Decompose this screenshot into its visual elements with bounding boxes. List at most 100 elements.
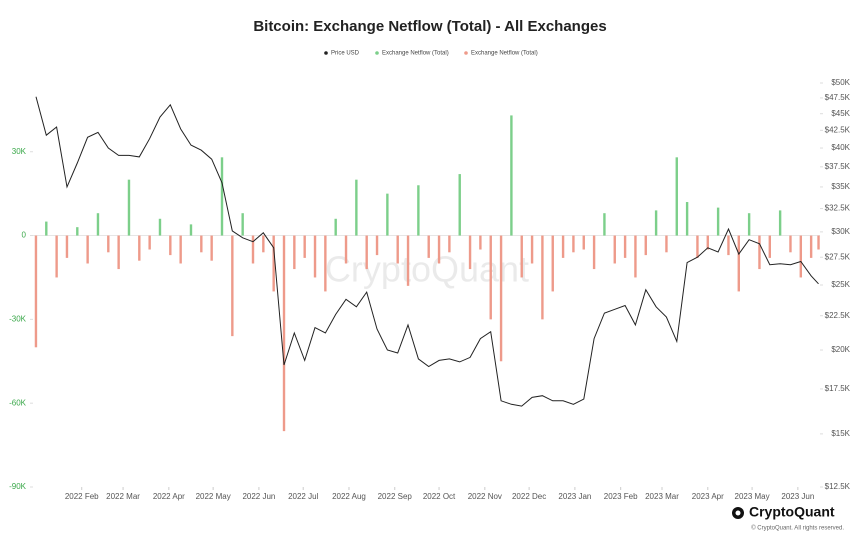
x-tick-label: 2022 Sep [378, 492, 413, 501]
netflow-bar [789, 235, 792, 253]
legend-label: Exchange Netflow (Total) [471, 51, 538, 57]
netflow-bar [603, 213, 606, 236]
y2-tick-label: $50K [831, 78, 850, 87]
netflow-bar [592, 235, 596, 270]
legend-swatch [324, 51, 328, 55]
netflow-bar [685, 202, 689, 236]
netflow-bar [551, 235, 554, 292]
netflow-bar [313, 235, 317, 278]
y2-tick-label: $22.5K [825, 311, 851, 320]
netflow-bar [272, 235, 275, 292]
y-tick-label: 0 [22, 231, 27, 240]
netflow-bar [758, 235, 761, 270]
netflow-bar [127, 179, 131, 236]
brand-logo: CryptoQuant [732, 504, 835, 520]
watermark: CryptoQuant [325, 249, 529, 290]
netflow-bar [468, 235, 472, 270]
netflow-bar [189, 224, 193, 236]
x-tick-label: 2022 May [196, 492, 231, 501]
y-tick-label: -30K [9, 314, 27, 323]
netflow-bar [45, 221, 48, 236]
netflow-bar [489, 235, 492, 320]
x-tick-label: 2022 Mar [106, 492, 140, 501]
netflow-bar [747, 213, 751, 236]
y2-tick-label: $40K [831, 143, 850, 152]
netflow-bar [778, 210, 782, 236]
netflow-bar [107, 235, 110, 253]
netflow-bar [582, 235, 585, 250]
x-tick-label: 2022 Jun [242, 492, 275, 501]
price-line [35, 96, 819, 407]
legend-swatch [464, 51, 468, 55]
y2-tick-label: $45K [831, 109, 850, 118]
y2-tick-label: $12.5K [825, 482, 851, 491]
chart-title: Bitcoin: Exchange Netflow (Total) - All … [253, 18, 606, 35]
netflow-bar [375, 235, 379, 256]
netflow-bar [220, 157, 224, 236]
netflow-bar [241, 213, 244, 236]
netflow-bar [396, 235, 399, 264]
netflow-bar [210, 235, 213, 261]
netflow-bar [200, 235, 203, 253]
netflow-bar [479, 235, 482, 250]
x-tick-label: 2023 Jun [781, 492, 814, 501]
netflow-bar [623, 235, 627, 258]
netflow-bar [427, 235, 430, 258]
netflow-bar [138, 235, 141, 261]
x-tick-label: 2023 May [735, 492, 770, 501]
netflow-bar [34, 235, 38, 348]
x-tick-label: 2022 Aug [332, 492, 366, 501]
logo-mark-inner [735, 510, 741, 516]
legend-label: Price USD [331, 51, 360, 57]
y-tick-label: 30K [12, 147, 27, 156]
copyright: © CryptoQuant. All rights reserved. [751, 525, 844, 532]
netflow-bar [675, 157, 678, 236]
netflow-bar [169, 235, 172, 256]
x-tick-label: 2022 Jul [288, 492, 318, 501]
netflow-bar [417, 185, 420, 236]
x-tick-label: 2023 Feb [604, 492, 638, 501]
x-tick-label: 2022 Feb [65, 492, 99, 501]
netflow-bar [96, 213, 100, 236]
x-tick-label: 2022 Dec [512, 492, 546, 501]
netflow-bar [572, 235, 575, 253]
netflow-bar [437, 235, 441, 264]
netflow-bar [520, 235, 523, 278]
netflow-bar [55, 235, 58, 278]
x-tick-label: 2022 Nov [468, 492, 502, 501]
netflow-bar [530, 235, 534, 264]
netflow-bar [406, 235, 410, 286]
netflow-bar [324, 235, 327, 292]
netflow-bar [231, 235, 234, 337]
y2-tick-label: $35K [831, 182, 850, 191]
netflow-bar [510, 115, 513, 236]
netflow-bar [386, 193, 389, 236]
netflow-bar [727, 235, 730, 256]
netflow-bar [158, 218, 162, 236]
y-tick-label: -60K [9, 398, 27, 407]
netflow-bar [561, 235, 565, 258]
netflow-bar [644, 235, 647, 256]
netflow-bar [817, 235, 820, 250]
y2-tick-label: $42.5K [825, 125, 851, 134]
netflow-bar [76, 227, 79, 236]
netflow-bar [334, 218, 337, 236]
netflow-bar [654, 210, 658, 236]
y2-tick-label: $20K [831, 345, 850, 354]
y2-tick-label: $15K [831, 429, 850, 438]
x-tick-label: 2023 Jan [558, 492, 591, 501]
netflow-bar [251, 235, 255, 264]
netflow-bar [282, 235, 286, 432]
netflow-bar [541, 235, 544, 320]
y2-tick-label: $17.5K [825, 384, 851, 393]
netflow-bar [716, 207, 720, 236]
y2-tick-label: $37.5K [825, 162, 851, 171]
legend-swatch [375, 51, 379, 55]
netflow-bar [768, 235, 771, 258]
y2-tick-label: $27.5K [825, 252, 851, 261]
netflow-bar [262, 235, 265, 253]
y2-tick-label: $47.5K [825, 93, 851, 102]
netflow-bar [148, 235, 151, 250]
netflow-bar [365, 235, 368, 270]
